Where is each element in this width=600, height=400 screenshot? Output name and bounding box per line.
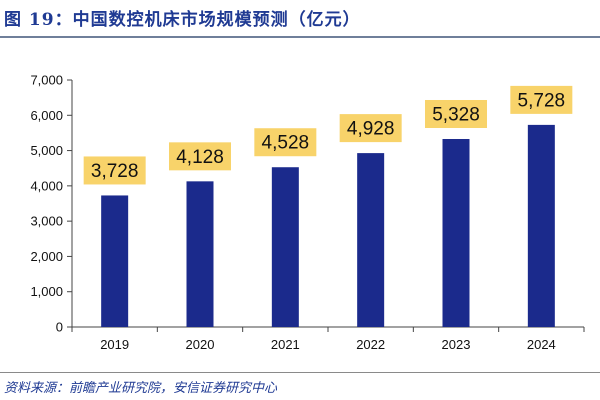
bar-2022 (357, 153, 385, 327)
source-divider (0, 372, 600, 373)
bar-series (101, 124, 555, 328)
x-tick-label: 2020 (186, 337, 215, 352)
y-tick-label: 4,000 (30, 178, 63, 193)
x-axis-ticks: 2019 2020 2021 2022 2023 2024 (71, 327, 585, 352)
data-label-2022: 4,928 (347, 119, 395, 140)
data-label-box (254, 128, 317, 157)
x-tick-label: 2021 (271, 337, 300, 352)
source-note: 资料来源：前瞻产业研究院，安信证券研究中心 (4, 381, 278, 396)
figure-title: 图 19：中国数控机床市场规模预测（亿元） (4, 10, 361, 30)
data-label-2024: 5,728 (518, 90, 566, 111)
data-label-2019: 3,728 (91, 161, 139, 182)
data-label-2020: 4,128 (176, 147, 224, 168)
data-label-box (510, 85, 573, 114)
bar-2020 (186, 181, 214, 327)
y-tick-label: 3,000 (30, 214, 63, 229)
x-tick-label: 2024 (527, 337, 556, 352)
data-label-box (425, 99, 487, 128)
bar-2019 (101, 195, 129, 327)
data-labels: 3,728 4,128 4,528 4,928 5,328 5,728 (83, 85, 573, 185)
data-label-box (169, 142, 231, 171)
title-divider (0, 36, 600, 38)
x-tick-label: 2023 (442, 337, 471, 352)
bar-2021 (271, 167, 299, 327)
data-label-2023: 5,328 (432, 104, 480, 125)
bar-2024 (527, 124, 555, 328)
y-tick-label: 0 (56, 320, 63, 335)
data-label-box (339, 114, 402, 143)
y-tick-label: 6,000 (30, 108, 63, 123)
y-axis-ticks: 0 1,000 2,000 3,000 4,000 5,000 6,000 7,000 (30, 73, 72, 335)
y-tick-label: 5,000 (30, 143, 63, 158)
y-tick-label: 7,000 (30, 73, 63, 88)
bar-2023 (442, 138, 470, 327)
x-tick-label: 2019 (100, 337, 129, 352)
data-label-2021: 4,528 (262, 133, 310, 154)
x-tick-label: 2022 (356, 337, 385, 352)
data-label-box (83, 156, 146, 185)
y-tick-label: 2,000 (30, 249, 63, 264)
y-tick-label: 1,000 (30, 284, 63, 299)
